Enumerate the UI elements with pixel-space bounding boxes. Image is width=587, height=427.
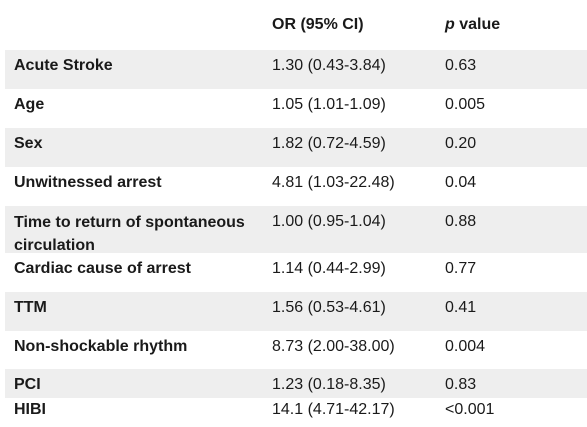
or-cell: 1.00 (0.95-1.04) [272, 213, 386, 230]
table-row: Time to return of spontaneous circulatio… [5, 206, 587, 254]
p-cell: 0.83 [445, 376, 477, 393]
variable-cell: TTM [14, 299, 47, 316]
header-p-rest: value [454, 16, 501, 33]
variable-cell: Time to return of spontaneous circulatio… [14, 214, 245, 254]
or-cell: 1.30 (0.43-3.84) [272, 57, 386, 74]
variable-cell: HIBI [14, 401, 46, 418]
header-or: OR (95% CI) [272, 16, 364, 33]
variable-cell: Unwitnessed arrest [14, 174, 162, 191]
p-cell: 0.88 [445, 213, 477, 230]
table-header: OR (95% CI) p value [0, 0, 587, 50]
table-row: HIBI 14.1 (4.71-42.17) <0.001 [5, 394, 587, 427]
p-cell: 0.77 [445, 260, 477, 277]
p-cell: 0.63 [445, 57, 477, 74]
variable-cell: PCI [14, 376, 41, 393]
table-row: Unwitnessed arrest 4.81 (1.03-22.48) 0.0… [5, 167, 587, 206]
or-cell: 1.82 (0.72-4.59) [272, 135, 386, 152]
table-row: Acute Stroke 1.30 (0.43-3.84) 0.63 [5, 50, 587, 89]
or-cell: 1.05 (1.01-1.09) [272, 96, 386, 113]
table-row: Age 1.05 (1.01-1.09) 0.005 [5, 89, 587, 128]
or-cell: 1.56 (0.53-4.61) [272, 299, 386, 316]
variable-cell: Age [14, 96, 45, 113]
p-cell: 0.004 [445, 338, 486, 355]
variable-cell: Sex [14, 135, 43, 152]
or-cell: 14.1 (4.71-42.17) [272, 401, 395, 418]
table-row: PCI 1.23 (0.18-8.35) 0.83 [5, 369, 587, 398]
variable-cell: Cardiac cause of arrest [14, 260, 191, 277]
p-cell: <0.001 [445, 401, 495, 418]
or-cell: 1.23 (0.18-8.35) [272, 376, 386, 393]
p-cell: 0.005 [445, 96, 486, 113]
variable-cell: Non-shockable rhythm [14, 338, 188, 355]
p-cell: 0.20 [445, 135, 477, 152]
p-cell: 0.41 [445, 299, 477, 316]
table-row: Sex 1.82 (0.72-4.59) 0.20 [5, 128, 587, 167]
or-cell: 1.14 (0.44-2.99) [272, 260, 386, 277]
header-p-value: p value [445, 16, 500, 34]
table-row: Non-shockable rhythm 8.73 (2.00-38.00) 0… [5, 331, 587, 369]
or-cell: 8.73 (2.00-38.00) [272, 338, 395, 355]
table-row: Cardiac cause of arrest 1.14 (0.44-2.99)… [5, 253, 587, 292]
p-cell: 0.04 [445, 174, 477, 191]
variable-cell: Acute Stroke [14, 57, 113, 74]
table-row: TTM 1.56 (0.53-4.61) 0.41 [5, 292, 587, 331]
header-p-italic: p [445, 16, 455, 33]
or-cell: 4.81 (1.03-22.48) [272, 174, 395, 191]
